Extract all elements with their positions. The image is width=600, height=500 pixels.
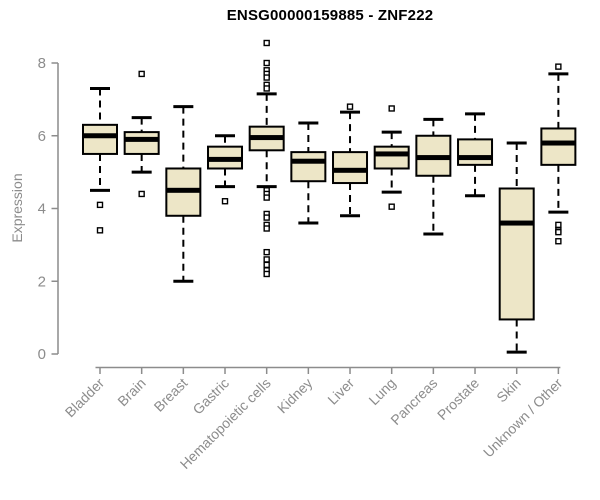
boxplot-liver bbox=[332, 103, 369, 218]
boxplot-skin bbox=[498, 141, 535, 354]
median-line bbox=[291, 158, 326, 164]
boxplot-hematopoietic-cells bbox=[248, 39, 285, 278]
outlier-point bbox=[96, 227, 104, 234]
iqr-box bbox=[82, 123, 118, 155]
iqr-box bbox=[123, 131, 160, 155]
x-category-label: Lung bbox=[365, 375, 398, 408]
boxplot-gastric bbox=[207, 134, 244, 205]
outlier-point bbox=[263, 85, 270, 92]
y-tick-label: 2 bbox=[38, 273, 46, 290]
outlier-point bbox=[555, 221, 562, 229]
y-tick-label: 4 bbox=[38, 201, 46, 218]
outlier-point bbox=[263, 39, 270, 47]
iqr-box bbox=[290, 151, 327, 183]
y-tick-label: 0 bbox=[38, 346, 46, 363]
outlier-point bbox=[388, 203, 395, 210]
median-line bbox=[83, 133, 117, 139]
median-line bbox=[249, 135, 284, 141]
outlier-point bbox=[263, 194, 270, 201]
outlier-point bbox=[263, 74, 270, 81]
boxplot-kidney bbox=[290, 121, 327, 225]
x-category-label: Prostate bbox=[434, 375, 482, 423]
boxplot-lung bbox=[373, 105, 410, 210]
outlier-point bbox=[263, 59, 270, 67]
y-tick-label: 6 bbox=[38, 128, 46, 145]
outlier-point bbox=[555, 228, 562, 236]
x-category-label: Brain bbox=[114, 375, 148, 409]
boxplot-pancreas bbox=[415, 117, 452, 236]
outlier-point bbox=[263, 225, 270, 232]
median-line bbox=[124, 136, 159, 142]
x-category-label: Liver bbox=[324, 375, 357, 408]
outlier-point bbox=[555, 238, 562, 245]
chart-title: ENSG00000159885 - ZNF222 bbox=[226, 7, 434, 24]
median-line bbox=[458, 155, 493, 161]
y-tick-label: 8 bbox=[38, 55, 46, 72]
iqr-box bbox=[498, 187, 535, 321]
iqr-box bbox=[457, 138, 494, 166]
iqr-box bbox=[540, 127, 577, 166]
outlier-point bbox=[263, 214, 270, 221]
iqr-box bbox=[373, 145, 410, 170]
iqr-box bbox=[332, 151, 369, 185]
outlier-point bbox=[96, 201, 104, 209]
median-line bbox=[374, 151, 409, 157]
x-category-label: Breast bbox=[151, 375, 191, 415]
x-category-label: Skin bbox=[493, 375, 524, 406]
median-line bbox=[166, 187, 201, 193]
median-line bbox=[333, 167, 368, 173]
boxplot-bladder bbox=[82, 86, 118, 234]
outlier-point bbox=[138, 70, 145, 78]
median-line bbox=[541, 140, 576, 146]
median-line bbox=[499, 220, 534, 226]
outlier-point bbox=[263, 261, 270, 269]
boxplot-breast bbox=[165, 105, 202, 283]
median-line bbox=[416, 155, 451, 161]
boxplot-brain bbox=[123, 70, 160, 198]
x-category-label: Kidney bbox=[274, 375, 316, 417]
median-line bbox=[208, 156, 243, 162]
outlier-point bbox=[263, 256, 270, 263]
boxplot-prostate bbox=[457, 112, 494, 198]
x-category-label: Unknown / Other bbox=[480, 375, 566, 461]
outlier-point bbox=[263, 270, 270, 278]
x-category-label: Bladder bbox=[62, 375, 108, 421]
outlier-point bbox=[346, 103, 354, 110]
outlier-point bbox=[555, 63, 562, 70]
outlier-point bbox=[221, 198, 229, 205]
outlier-point bbox=[263, 248, 270, 256]
boxplot-unknown-other bbox=[540, 63, 577, 245]
outlier-point bbox=[138, 190, 145, 198]
outlier-point bbox=[388, 105, 395, 112]
